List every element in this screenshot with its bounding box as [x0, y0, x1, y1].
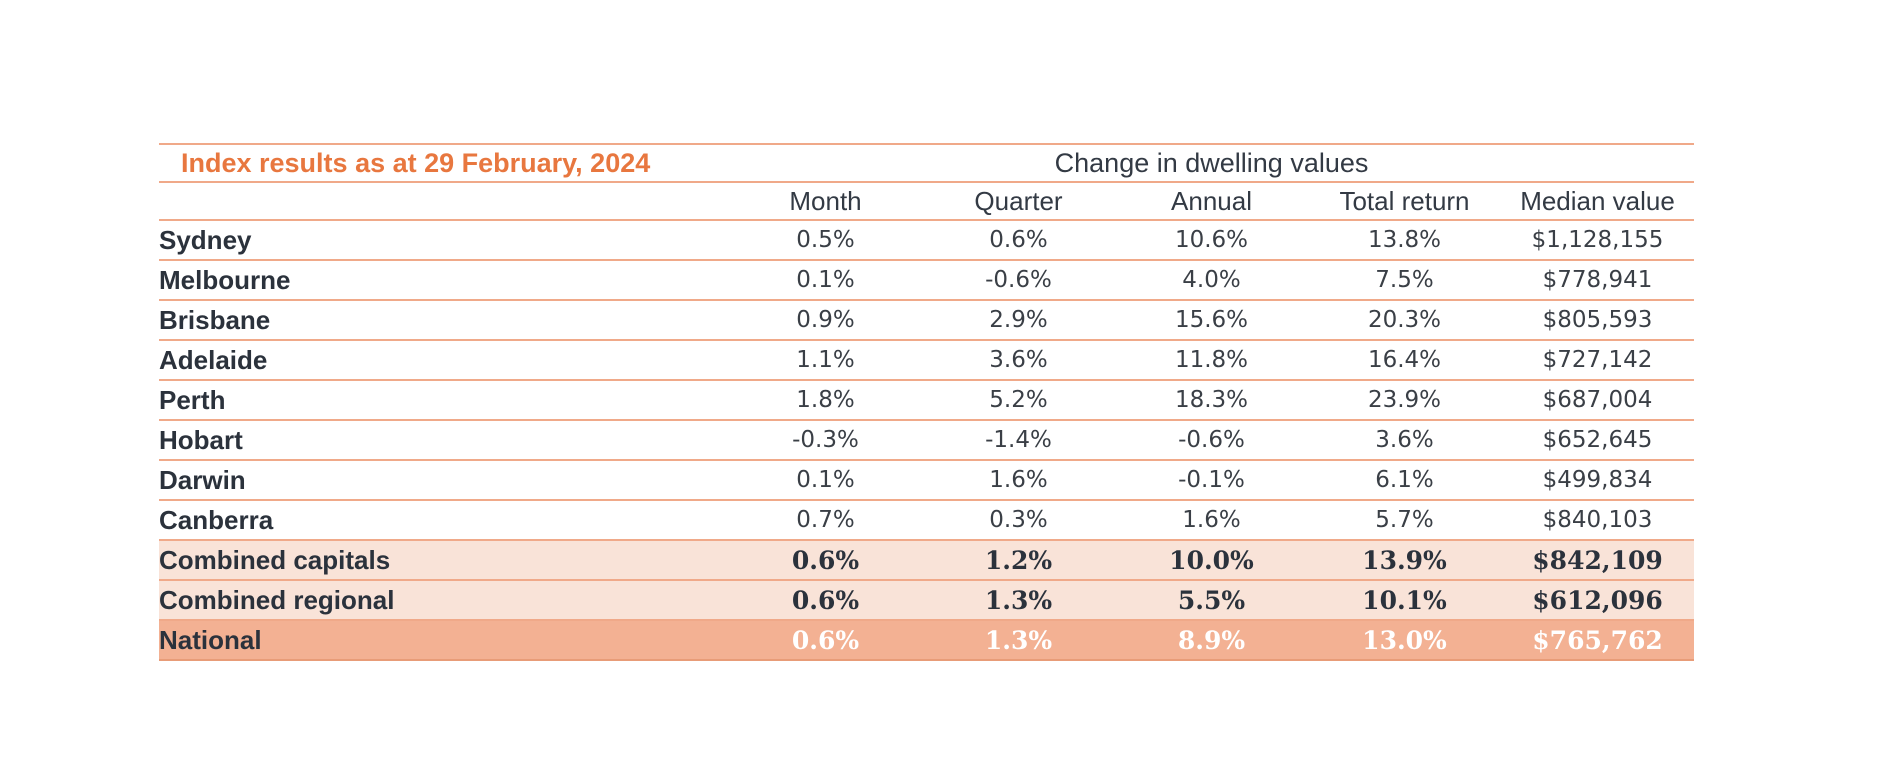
cell-median-value: $1,128,155: [1501, 220, 1695, 261]
cell-annual: 18.3%: [1115, 380, 1308, 421]
table-row: Combined regional 0.6% 1.3% 5.5% 10.1% $612,0…: [159, 580, 1695, 621]
column-header-median-value: Median value: [1501, 182, 1695, 221]
cell-month: 0.1%: [729, 260, 922, 301]
cell-month: 0.6%: [729, 580, 922, 621]
cell-quarter: 5.2%: [922, 380, 1115, 421]
row-label: Canberra: [159, 500, 729, 541]
row-label: Melbourne: [159, 260, 729, 301]
cell-month: 0.1%: [729, 460, 922, 501]
cell-median-value: $805,593: [1501, 300, 1695, 341]
table-title: Index results as at 29 February, 2024: [159, 143, 729, 183]
table-row: Sydney 0.5% 0.6% 10.6% 13.8% $1,128,155: [159, 220, 1695, 261]
table-row: Brisbane 0.9% 2.9% 15.6% 20.3% $805,593: [159, 300, 1695, 341]
cell-month: 0.5%: [729, 220, 922, 261]
row-label-header: [159, 182, 729, 221]
row-label: Combined capitals: [159, 540, 729, 581]
cell-month: 0.9%: [729, 300, 922, 341]
column-header-month: Month: [729, 182, 922, 221]
cell-annual: -0.6%: [1115, 420, 1308, 461]
cell-total-return: 13.8%: [1308, 220, 1501, 261]
column-header-total-return: Total return: [1308, 182, 1501, 221]
cell-annual: 1.6%: [1115, 500, 1308, 541]
cell-total-return: 10.1%: [1308, 580, 1501, 621]
index-results-table: Index results as at 29 February, 2024 Ch…: [159, 143, 1695, 661]
row-label: Perth: [159, 380, 729, 421]
row-label: Combined regional: [159, 580, 729, 621]
group-header: Change in dwelling values: [729, 143, 1695, 183]
row-label: Hobart: [159, 420, 729, 461]
cell-month: 0.6%: [729, 540, 922, 581]
cell-median-value: $687,004: [1501, 380, 1695, 421]
column-header-quarter: Quarter: [922, 182, 1115, 221]
row-label: Sydney: [159, 220, 729, 261]
cell-total-return: 16.4%: [1308, 340, 1501, 381]
cell-total-return: 23.9%: [1308, 380, 1501, 421]
cell-quarter: 1.6%: [922, 460, 1115, 501]
cell-annual: 5.5%: [1115, 580, 1308, 621]
table-row: Perth 1.8% 5.2% 18.3% 23.9% $687,004: [159, 380, 1695, 421]
cell-quarter: -1.4%: [922, 420, 1115, 461]
cell-median-value: $727,142: [1501, 340, 1695, 381]
cell-total-return: 13.0%: [1308, 620, 1501, 661]
cell-month: 0.7%: [729, 500, 922, 541]
table-row: National 0.6% 1.3% 8.9% 13.0% $765,762: [159, 620, 1695, 661]
table-row: Adelaide 1.1% 3.6% 11.8% 16.4% $727,142: [159, 340, 1695, 381]
cell-quarter: 1.3%: [922, 580, 1115, 621]
table-title-row: Index results as at 29 February, 2024 Ch…: [159, 143, 1695, 183]
row-label: Darwin: [159, 460, 729, 501]
row-label: Brisbane: [159, 300, 729, 341]
cell-total-return: 20.3%: [1308, 300, 1501, 341]
cell-median-value: $765,762: [1501, 620, 1695, 661]
cell-total-return: 7.5%: [1308, 260, 1501, 301]
cell-quarter: 2.9%: [922, 300, 1115, 341]
cell-month: -0.3%: [729, 420, 922, 461]
table-row: Melbourne 0.1% -0.6% 4.0% 7.5% $778,941: [159, 260, 1695, 301]
cell-quarter: 0.3%: [922, 500, 1115, 541]
cell-annual: 10.6%: [1115, 220, 1308, 261]
cell-annual: -0.1%: [1115, 460, 1308, 501]
cell-annual: 15.6%: [1115, 300, 1308, 341]
cell-total-return: 13.9%: [1308, 540, 1501, 581]
table-row: Darwin 0.1% 1.6% -0.1% 6.1% $499,834: [159, 460, 1695, 501]
cell-quarter: 1.2%: [922, 540, 1115, 581]
cell-total-return: 6.1%: [1308, 460, 1501, 501]
cell-annual: 8.9%: [1115, 620, 1308, 661]
cell-total-return: 3.6%: [1308, 420, 1501, 461]
cell-median-value: $842,109: [1501, 540, 1695, 581]
cell-quarter: -0.6%: [922, 260, 1115, 301]
cell-median-value: $840,103: [1501, 500, 1695, 541]
cell-quarter: 0.6%: [922, 220, 1115, 261]
cell-total-return: 5.7%: [1308, 500, 1501, 541]
row-label: Adelaide: [159, 340, 729, 381]
cell-median-value: $499,834: [1501, 460, 1695, 501]
cell-month: 0.6%: [729, 620, 922, 661]
cell-median-value: $778,941: [1501, 260, 1695, 301]
cell-quarter: 3.6%: [922, 340, 1115, 381]
table-row: Hobart -0.3% -1.4% -0.6% 3.6% $652,645: [159, 420, 1695, 461]
cell-annual: 11.8%: [1115, 340, 1308, 381]
cell-median-value: $652,645: [1501, 420, 1695, 461]
table-row: Canberra 0.7% 0.3% 1.6% 5.7% $840,103: [159, 500, 1695, 541]
cell-median-value: $612,096: [1501, 580, 1695, 621]
cell-annual: 4.0%: [1115, 260, 1308, 301]
row-label: National: [159, 620, 729, 661]
cell-month: 1.1%: [729, 340, 922, 381]
column-header-annual: Annual: [1115, 182, 1308, 221]
cell-quarter: 1.3%: [922, 620, 1115, 661]
column-header-row: Month Quarter Annual Total return Median…: [159, 182, 1695, 221]
cell-month: 1.8%: [729, 380, 922, 421]
cell-annual: 10.0%: [1115, 540, 1308, 581]
table-row: Combined capitals 0.6% 1.2% 10.0% 13.9% $842,…: [159, 540, 1695, 581]
